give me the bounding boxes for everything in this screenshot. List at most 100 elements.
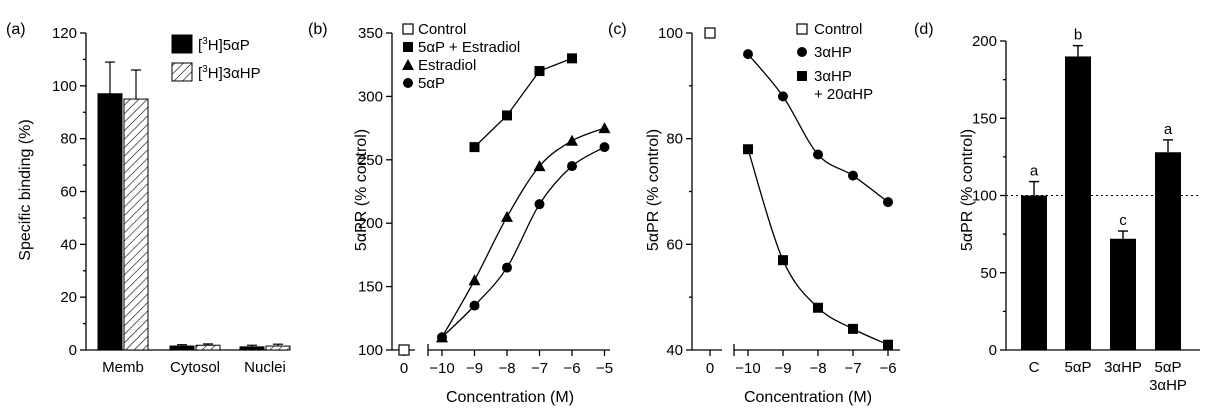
panel-c-point [883,339,893,350]
panel-c-point [848,323,858,334]
panel-c-ytick-label: 100 [658,25,683,42]
panel-b-series-line [441,146,605,338]
panel-a-ytick-label: 20 [60,289,77,306]
panel-a-ytick-label: 80 [60,131,77,148]
panel-b-xtick-label: −8 [498,360,515,377]
panel-b-ytick-label: 300 [358,88,383,105]
panel-c-point [743,49,753,60]
panel-a-legend-swatch [171,62,193,82]
panel-a-bar [195,344,221,351]
panel-a-legend-label: [3H]3αHP [198,64,261,82]
panel-b-point [469,142,480,153]
panel-b-ytick-label: 100 [358,342,383,359]
panel-a-ytick-label: 0 [69,342,77,359]
panel-c-legend-marker [797,47,807,57]
panel-c-ytick-label: 40 [666,342,683,359]
panel-c-label: (c) [608,21,627,38]
panel-b-ytick-label: 200 [358,215,383,232]
panel-a-ytick-label: 40 [60,236,77,253]
panel-d-xtick-label: 3αHP [1149,377,1187,394]
panel-c-point [778,255,788,266]
panel-b-legend-label: 5αP [418,75,445,92]
panel-a-bar [239,346,265,351]
panel-b-point [599,142,610,153]
panel-b-legend-label: 5αP + Estradiol [418,39,520,56]
panel-c-xtick-label: 0 [706,360,714,377]
panel-c-legend-label-cont: + 20αHP [814,86,873,103]
panel-c-ylabel: 5αPR (% control) [645,129,662,251]
panel-b-xtick-label: −9 [466,360,483,377]
panel-b-ytick-label: 150 [358,279,383,296]
panel-c-series-line [747,149,889,346]
panel-a-ylabel: Specific binding (%) [17,119,34,260]
panel-b-legend-marker [403,42,413,52]
panel-d-bar [1021,195,1047,350]
panel-c-point [813,149,823,160]
panel-b-ytick-label: 250 [358,152,383,169]
panel-c-xtick-label: −6 [879,360,896,377]
panel-c-xtick-label: −9 [774,360,791,377]
panel-c-point [813,302,823,313]
panel-b-legend-marker [402,23,414,35]
panel-c-point [848,170,858,181]
panel-d-ytick-label: 200 [972,33,997,50]
panel-d-significance-letter: b [1074,27,1082,44]
panel-b-point [502,262,512,273]
panel-b-point [468,274,481,286]
panel-d-bar [1110,238,1136,350]
panel-b-point [437,332,447,343]
panel-b-xtick-label: −7 [531,360,548,377]
panel-b-xtick-label: −6 [563,360,580,377]
panel-a-bar [123,98,149,351]
panel-d-significance-letter: a [1030,163,1039,180]
panel-b-point [533,160,546,172]
panel-b-point [398,344,410,356]
panel-b-legend-marker [403,78,413,88]
panel-b-point [534,66,545,77]
panel-b-point [598,122,611,134]
panel-c-point [704,27,716,39]
panel-c-xlabel: Concentration (M) [744,389,872,406]
panel-d-bar [1065,56,1091,350]
panel-d-significance-letter: c [1119,212,1127,229]
panel-c-legend-marker [796,23,808,35]
panel-c-legend-marker [797,71,807,81]
panel-d-bar [1155,152,1181,350]
panel-b-xtick-label: 0 [400,360,408,377]
panel-a-xtick-label: Memb [102,359,144,376]
panel-d-ytick-label: 50 [980,265,997,282]
panel-d-ytick-label: 150 [972,110,997,127]
panel-a-bar [169,345,195,351]
panel-a-ytick-label: 100 [52,78,77,95]
panel-d-xtick-label: C [1029,359,1040,376]
panel-a-xtick-label: Cytosol [170,359,220,376]
panel-d-xtick-label: 5αP [1064,359,1091,376]
panel-b-point [502,110,512,121]
panel-b-xtick-label: −5 [596,360,613,377]
panel-c-legend-label: Control [814,21,862,38]
panel-a-legend-label: [3H]5αP [198,36,250,54]
panel-c-xtick-label: −10 [735,360,760,377]
panel-b-label: (b) [308,21,328,38]
panel-a-bar [265,345,291,351]
panel-b-point [501,210,513,222]
panel-b-legend-marker [402,59,414,70]
panel-b-point [534,199,545,210]
panel-a-legend-swatch [171,34,193,54]
panel-d-ylabel: 5αPR (% control) [959,129,976,251]
panel-b-xtick-label: −10 [429,360,454,377]
panel-b-legend-label: Estradiol [418,57,476,74]
panel-a-ytick-label: 120 [52,25,77,42]
panel-b-point [566,134,578,146]
panel-d-xtick-label: 3αHP [1104,359,1142,376]
panel-b-ylabel: 5αPR (% control) [353,129,370,251]
panel-d-ytick-label: 100 [972,188,997,205]
panel-c-point [743,144,753,155]
panel-d-ytick-label: 0 [989,342,997,359]
panel-d-significance-letter: a [1164,121,1173,138]
panel-d-xtick-label: 5αP [1154,359,1181,376]
panel-b-series-line [474,57,573,148]
panel-a-xtick-label: Nuclei [244,359,286,376]
panel-c-xtick-label: −7 [844,360,861,377]
